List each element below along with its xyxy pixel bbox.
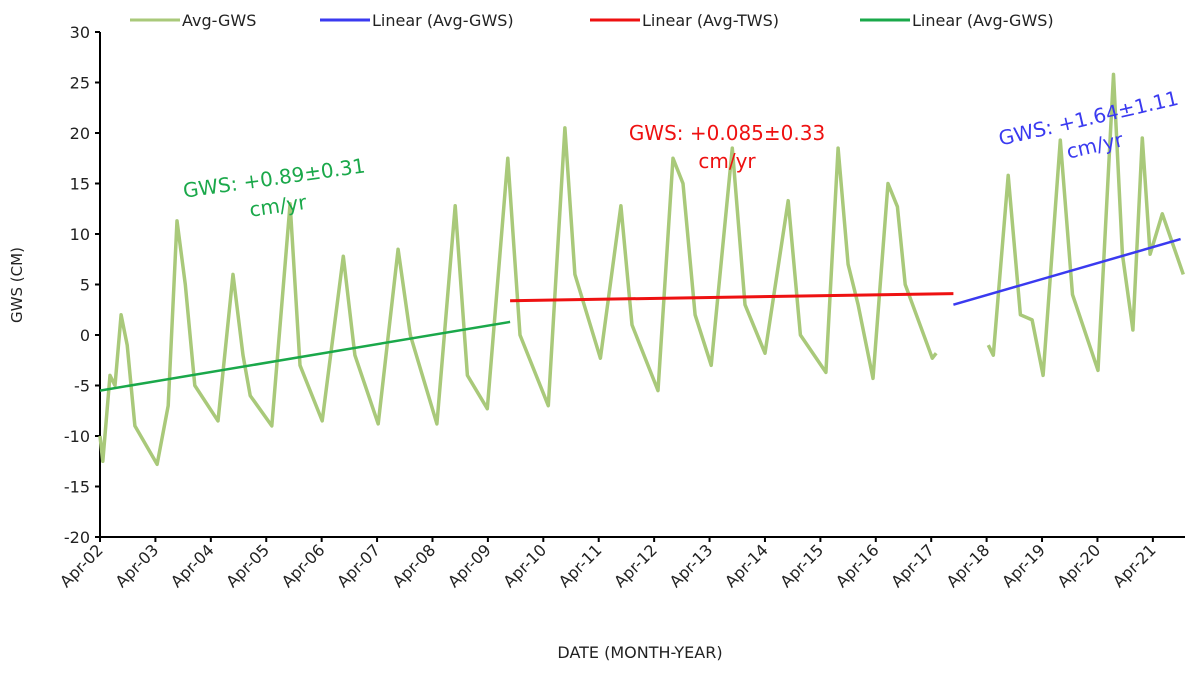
y-tick-label: 10	[70, 225, 90, 244]
series-line	[510, 292, 954, 303]
y-tick-label: -15	[64, 478, 90, 497]
x-tick-label: Apr-03	[111, 540, 162, 591]
annotation-text: cm/yr	[248, 190, 309, 222]
x-tick-label: Apr-20	[1054, 540, 1105, 591]
series-line	[99, 320, 511, 392]
y-tick-label: 30	[70, 23, 90, 42]
x-tick-label: Apr-11	[555, 540, 606, 591]
x-tick-label: Apr-12	[610, 540, 661, 591]
annotation-text: GWS: +0.085±0.33	[629, 121, 825, 145]
y-tick-label: 0	[80, 326, 90, 345]
legend-label: Avg-GWS	[182, 11, 256, 30]
x-tick-label: Apr-15	[776, 540, 827, 591]
y-tick-label: 25	[70, 74, 90, 93]
x-tick-label: Apr-21	[1109, 540, 1160, 591]
x-tick-label: Apr-02	[56, 540, 107, 591]
x-tick-label: Apr-09	[444, 540, 495, 591]
y-tick-label: -5	[74, 377, 90, 396]
x-tick-label: Apr-08	[389, 540, 440, 591]
legend-label: Linear (Avg-GWS)	[912, 11, 1054, 30]
series-line	[98, 72, 1185, 467]
x-tick-label: Apr-07	[333, 540, 384, 591]
y-tick-label: -10	[64, 427, 90, 446]
x-tick-label: Apr-10	[499, 540, 550, 591]
annotation-text: cm/yr	[698, 149, 756, 173]
x-tick-label: Apr-06	[278, 540, 329, 591]
x-tick-label: Apr-05	[222, 540, 273, 591]
legend-label: Linear (Avg-GWS)	[372, 11, 514, 30]
x-tick-label: Apr-19	[998, 540, 1049, 591]
legend-label: Linear (Avg-TWS)	[642, 11, 779, 30]
y-tick-label: 5	[80, 276, 90, 295]
x-tick-label: Apr-16	[832, 540, 883, 591]
x-tick-label: Apr-14	[721, 540, 772, 591]
y-tick-label: -20	[64, 528, 90, 547]
y-axis-label: GWS (CM)	[8, 247, 26, 323]
series-line	[953, 237, 1181, 306]
x-tick-label: Apr-18	[943, 540, 994, 591]
x-tick-label: Apr-17	[887, 540, 938, 591]
x-tick-label: Apr-13	[666, 540, 717, 591]
x-axis-label: DATE (MONTH-YEAR)	[557, 643, 722, 662]
annotation: GWS: +0.085±0.33 cm/yr	[629, 121, 825, 173]
x-tick-label: Apr-04	[167, 540, 218, 591]
y-tick-label: 15	[70, 175, 90, 194]
y-tick-label: 20	[70, 124, 90, 143]
